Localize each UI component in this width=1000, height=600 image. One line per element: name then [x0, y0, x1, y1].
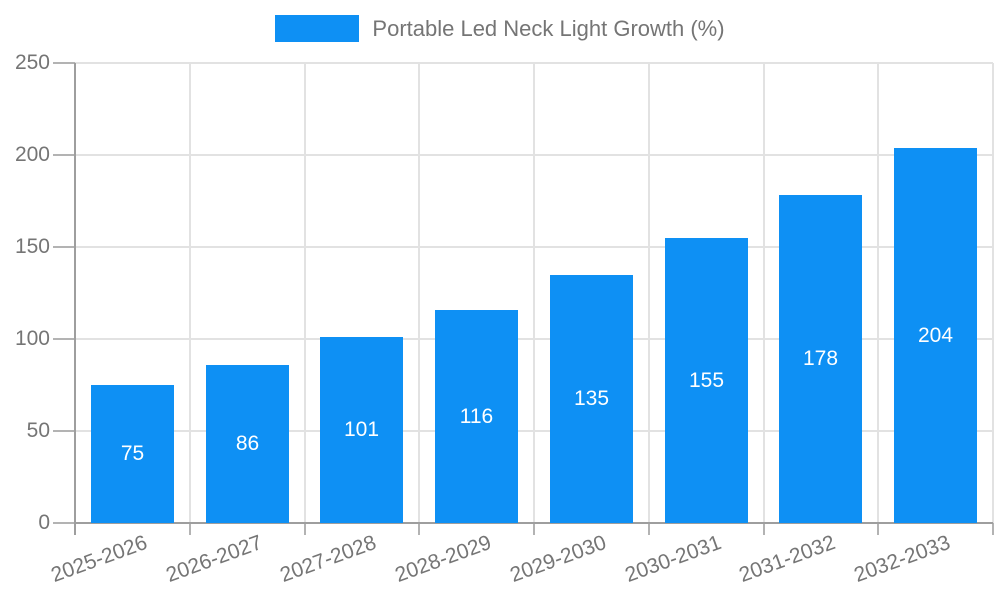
y-tick-label: 50: [26, 419, 50, 442]
bar-value-label: 155: [688, 368, 725, 392]
x-tick-label: 2030-2031: [621, 531, 724, 587]
y-tick: [53, 522, 75, 524]
y-tick: [53, 154, 75, 156]
x-tick: [189, 523, 191, 535]
x-axis-line: [74, 522, 993, 524]
x-tick: [992, 523, 994, 535]
x-tick: [763, 523, 765, 535]
x-gridline: [304, 63, 306, 523]
y-tick: [53, 62, 75, 64]
y-tick: [53, 338, 75, 340]
bar-value-label: 204: [917, 323, 954, 347]
bar-value-label: 101: [343, 418, 380, 441]
y-tick-label: 100: [14, 327, 50, 350]
bar-value-label: 135: [573, 387, 610, 410]
bar: [91, 385, 174, 523]
x-tick: [877, 523, 879, 535]
bar: [320, 337, 403, 523]
y-tick: [53, 246, 75, 248]
x-tick-label: 2029-2030: [506, 531, 610, 587]
x-tick-label: 2032-2033: [851, 531, 954, 587]
bar: [435, 310, 518, 523]
x-tick-label: 2027-2028: [277, 531, 380, 587]
x-tick-label: 2031-2032: [736, 531, 839, 587]
bar: [665, 238, 748, 523]
y-tick-label: 200: [14, 143, 50, 166]
x-tick-label: 2026-2027: [162, 531, 265, 587]
x-tick-label: 2025-2026: [47, 531, 151, 587]
bar: [550, 275, 633, 523]
bar-value-label: 178: [802, 347, 839, 370]
x-tick: [418, 523, 420, 535]
bar-value-label: 116: [459, 404, 494, 428]
x-tick-label: 2028-2029: [392, 531, 495, 587]
x-gridline: [992, 63, 994, 523]
x-gridline: [418, 63, 420, 523]
x-tick: [533, 523, 535, 535]
x-gridline: [763, 63, 765, 523]
x-tick: [304, 523, 306, 535]
x-tick: [648, 523, 650, 535]
y-tick-label: 250: [14, 51, 50, 74]
bar-value-label: 86: [235, 432, 260, 455]
x-gridline: [648, 63, 650, 523]
bar: [206, 365, 289, 523]
bar: [894, 148, 977, 523]
legend-label: Portable Led Neck Light Growth (%): [372, 16, 725, 41]
x-gridline: [189, 63, 191, 523]
y-axis-line: [74, 63, 76, 535]
x-gridline: [877, 63, 879, 523]
legend-swatch: [275, 15, 360, 42]
x-gridline: [533, 63, 535, 523]
y-tick-label: 0: [38, 511, 50, 534]
legend: Portable Led Neck Light Growth (%): [0, 15, 1000, 42]
y-tick-label: 150: [14, 235, 50, 258]
bar-value-label: 75: [120, 442, 145, 465]
bar: [779, 195, 862, 523]
y-tick: [53, 430, 75, 432]
